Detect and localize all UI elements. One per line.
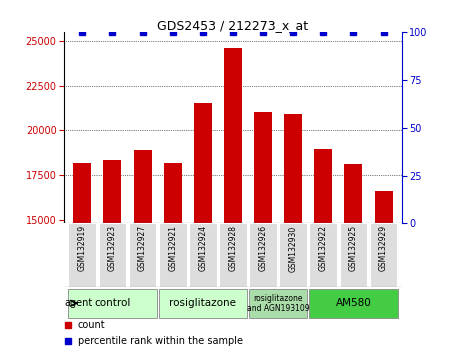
Bar: [249, 223, 277, 287]
Bar: [103, 160, 122, 223]
Text: GSM132922: GSM132922: [319, 225, 328, 272]
Text: count: count: [78, 320, 106, 330]
Text: GSM132929: GSM132929: [379, 225, 388, 272]
Bar: [284, 114, 302, 223]
Bar: [344, 164, 363, 223]
Bar: [68, 223, 96, 287]
Bar: [254, 113, 272, 223]
Text: GSM132928: GSM132928: [229, 225, 237, 272]
Text: AM580: AM580: [336, 298, 371, 308]
Text: rosiglitazone
and AGN193109: rosiglitazone and AGN193109: [247, 293, 309, 313]
Bar: [219, 223, 247, 287]
Text: GSM132930: GSM132930: [289, 225, 298, 272]
Bar: [129, 223, 157, 287]
Text: GSM132926: GSM132926: [258, 225, 268, 272]
Bar: [249, 289, 308, 318]
Title: GDS2453 / 212273_x_at: GDS2453 / 212273_x_at: [157, 19, 308, 32]
Bar: [158, 289, 247, 318]
Bar: [73, 162, 91, 223]
Bar: [194, 103, 212, 223]
Bar: [68, 289, 157, 318]
Bar: [340, 223, 367, 287]
Bar: [224, 48, 242, 223]
Text: GSM132927: GSM132927: [138, 225, 147, 272]
Text: agent: agent: [65, 298, 93, 308]
Bar: [189, 223, 217, 287]
Bar: [134, 150, 151, 223]
Text: GSM132919: GSM132919: [78, 225, 87, 272]
Text: GSM132925: GSM132925: [349, 225, 358, 272]
Text: percentile rank within the sample: percentile rank within the sample: [78, 336, 243, 346]
Text: control: control: [94, 298, 131, 308]
Text: rosiglitazone: rosiglitazone: [169, 298, 236, 308]
Text: GSM132923: GSM132923: [108, 225, 117, 272]
Bar: [159, 223, 186, 287]
Bar: [309, 223, 337, 287]
Bar: [164, 162, 182, 223]
Bar: [314, 149, 332, 223]
Bar: [309, 289, 397, 318]
Bar: [369, 223, 397, 287]
Bar: [99, 223, 126, 287]
Text: GSM132921: GSM132921: [168, 225, 177, 272]
Bar: [375, 191, 392, 223]
Text: GSM132924: GSM132924: [198, 225, 207, 272]
Bar: [280, 223, 307, 287]
